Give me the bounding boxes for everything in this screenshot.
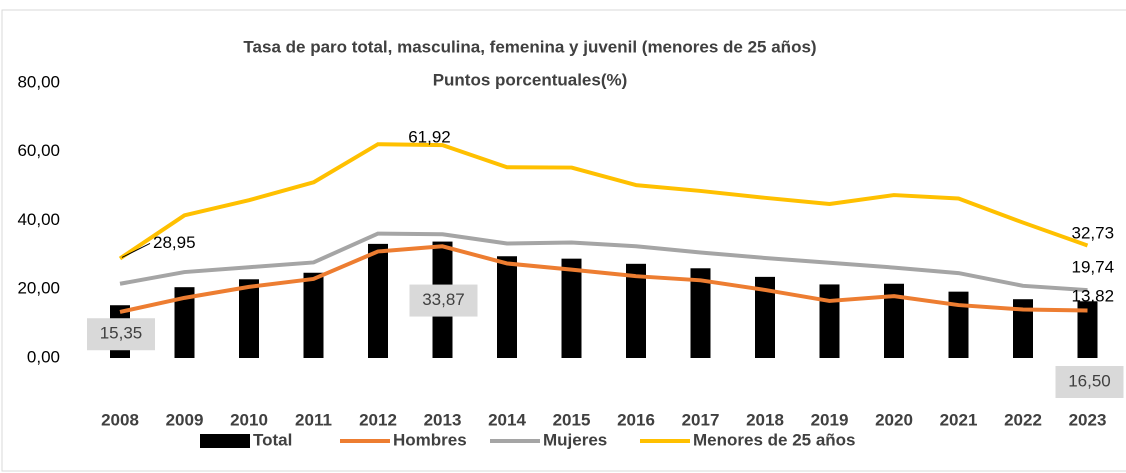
x-tick-label: 2022 [1004,410,1042,429]
line [119,231,1088,293]
y-tick-label: 0,00 [27,347,60,366]
data-label: 32,73 [1072,223,1115,242]
bar [690,268,711,358]
bar [239,279,259,358]
bar [1077,301,1098,358]
x-tick-label: 2023 [1069,410,1107,429]
x-tick-label: 2020 [875,410,913,429]
y-tick-label: 40,00 [17,210,60,229]
data-label: 28,95 [153,233,196,252]
bar [1013,299,1033,358]
bar [755,276,775,358]
data-label: 15,35 [100,324,143,343]
label-box [1055,366,1124,398]
line [118,142,1089,261]
chart-subtitle: Puntos porcentuales(%) [433,70,628,89]
x-tick-label: 2012 [359,410,397,429]
bar [174,287,195,358]
x-tick-label: 2021 [940,410,978,429]
data-label: 16,50 [1068,371,1111,390]
legend-swatch [200,434,250,448]
chart-title: Tasa de paro total, masculina, femenina … [243,37,816,56]
legend-label: Total [253,430,292,449]
x-tick-label: 2008 [101,410,139,429]
x-tick-label: 2013 [424,410,462,429]
x-tick-label: 2018 [746,410,784,429]
y-tick-label: 20,00 [17,279,60,298]
bar [303,272,324,358]
bar [497,256,517,358]
y-tick-label: 80,00 [17,72,60,91]
legend-label: Menores de 25 años [693,430,856,449]
x-tick-label: 2010 [230,410,268,429]
y-tick-label: 60,00 [17,141,60,160]
bar [819,284,840,358]
x-tick-label: 2009 [166,410,204,429]
x-tick-label: 2014 [488,410,526,429]
leader-line [121,243,151,258]
chart-border [1,9,1126,472]
x-tick-label: 2011 [295,410,332,429]
line [119,244,1088,314]
data-label: 13,82 [1072,286,1115,305]
bar [561,258,582,358]
label-box [409,284,478,317]
data-label: 61,92 [408,128,451,147]
x-tick-label: 2016 [617,410,655,429]
label-box [87,318,155,351]
x-tick-label: 2017 [682,410,720,429]
bar [948,291,969,358]
bar [626,263,646,358]
data-label: 19,74 [1072,257,1115,276]
data-label: 33,87 [422,290,465,309]
x-tick-label: 2019 [811,410,849,429]
x-tick-label: 2015 [553,410,591,429]
bar [368,243,388,358]
bar [884,283,904,358]
legend-label: Mujeres [543,430,607,449]
legend-label: Hombres [393,430,467,449]
